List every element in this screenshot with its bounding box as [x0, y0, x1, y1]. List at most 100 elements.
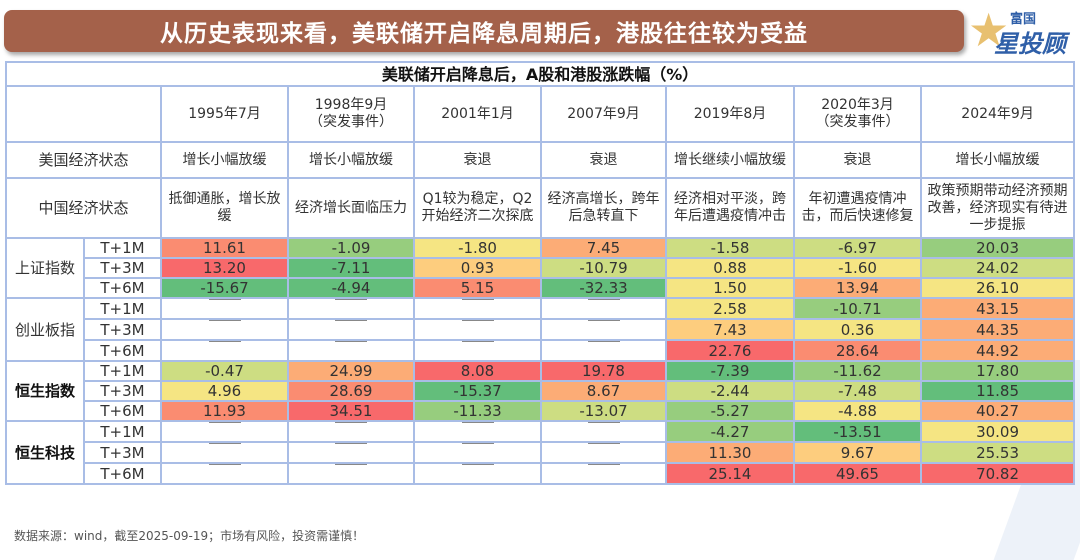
- value-cell: 24.99: [287, 360, 415, 382]
- value-cell: —: [540, 420, 667, 443]
- index-name: 创业板指: [5, 297, 85, 362]
- data-row: T+3M 13.20 -7.11 0.93 -10.79 0.88 -1.60 24.02: [6, 257, 1076, 279]
- value-cell: —: [287, 339, 415, 362]
- state-cell: 年初遭遇疫情冲击，而后快速修复: [793, 177, 922, 239]
- value-cell: —: [540, 462, 667, 485]
- state-cell: 经济相对平淡，跨年后遭遇疫情冲击: [665, 177, 795, 239]
- value-cell: 2.58: [665, 297, 795, 320]
- state-cell: 经济高增长，跨年后急转直下: [540, 177, 667, 239]
- value-cell: —: [413, 318, 542, 341]
- column-header: 1998年9月 （突发事件）: [287, 85, 415, 143]
- period-label: T+3M: [83, 380, 162, 402]
- value-cell: 22.76: [665, 339, 795, 362]
- value-cell: 34.51: [287, 400, 415, 422]
- value-cell: 4.96: [160, 380, 289, 402]
- value-cell: —: [540, 441, 667, 464]
- brand-logo: ★ 富国 星投顾: [968, 3, 1076, 58]
- value-cell: 1.50: [665, 277, 795, 299]
- star-icon: ★: [968, 3, 1010, 57]
- value-cell: —: [413, 441, 542, 464]
- value-cell: 28.69: [287, 380, 415, 402]
- dash-mark: —: [335, 299, 367, 318]
- state-cell: 增长小幅放缓: [160, 141, 289, 179]
- dash-mark: —: [587, 443, 620, 462]
- value-cell: —: [540, 318, 667, 341]
- dash-mark: —: [335, 422, 367, 441]
- period-label: T+1M: [83, 420, 162, 443]
- period-label: T+6M: [83, 339, 162, 362]
- period-label: T+6M: [83, 400, 162, 422]
- value-cell: -1.09: [287, 237, 415, 259]
- state-cell: 抵御通胀，增长放缓: [160, 177, 289, 239]
- period-label: T+3M: [83, 257, 162, 279]
- row-label: 中国经济状态: [5, 177, 162, 239]
- dash-mark: —: [587, 341, 620, 360]
- value-cell: —: [160, 318, 289, 341]
- value-cell: -11.33: [413, 400, 542, 422]
- value-cell: -7.48: [793, 380, 922, 402]
- period-label: T+6M: [83, 462, 162, 485]
- value-cell: 13.94: [793, 277, 922, 299]
- row-label: 美国经济状态: [5, 141, 162, 179]
- value-cell: 25.53: [919, 441, 1076, 464]
- dash-mark: —: [461, 443, 494, 462]
- dash-mark: —: [461, 341, 494, 360]
- value-cell: 11.30: [665, 441, 795, 464]
- period-label: T+1M: [83, 297, 162, 320]
- value-cell: 9.67: [793, 441, 922, 464]
- state-cell: 衰退: [540, 141, 667, 179]
- column-header: 2024年9月: [919, 85, 1076, 143]
- value-cell: 30.09: [919, 420, 1076, 443]
- value-cell: 11.61: [160, 237, 289, 259]
- value-cell: —: [287, 441, 415, 464]
- value-cell: —: [160, 297, 289, 320]
- column-header: 2001年1月: [413, 85, 542, 143]
- dash-mark: —: [335, 341, 367, 360]
- headline-text: 从历史表现来看，美联储开启降息周期后，港股往往较为受益: [160, 21, 808, 47]
- period-label: T+6M: [83, 277, 162, 299]
- value-cell: -15.37: [413, 380, 542, 402]
- period-label: T+1M: [83, 237, 162, 259]
- value-cell: 0.36: [793, 318, 922, 341]
- value-cell: -7.11: [287, 257, 415, 279]
- table-title-row: 美联储开启降息后，A股和港股涨跌幅（%）: [4, 61, 1076, 87]
- state-cell: Q1较为稳定，Q2开始经济二次探底: [413, 177, 542, 239]
- data-row: 恒生指数 T+1M -0.47 24.99 8.08 19.78 -7.39 -11.62 17…: [5, 360, 1076, 422]
- value-cell: 5.15: [413, 277, 542, 299]
- value-cell: 43.15: [919, 297, 1076, 320]
- footer-source: 数据来源：wind，截至2025-09-19；市场有风险，投资需谨慎！: [14, 529, 365, 543]
- dash-mark: —: [335, 464, 367, 483]
- value-cell: —: [160, 420, 289, 443]
- value-cell: 11.85: [919, 380, 1076, 402]
- value-cell: -0.47: [160, 360, 289, 382]
- value-cell: 7.45: [540, 237, 667, 259]
- logo-text-top: 富国: [1010, 12, 1037, 27]
- dash-mark: —: [208, 320, 241, 339]
- state-cell: 衰退: [793, 141, 922, 179]
- value-cell: -10.71: [793, 297, 922, 320]
- dash-mark: —: [461, 464, 494, 483]
- data-row: T+6M -15.67 -4.94 5.15 -32.33 1.50 13.94 26.10: [6, 277, 1076, 299]
- value-cell: 17.80: [919, 360, 1076, 382]
- state-cell: 增长继续小幅放缓: [665, 141, 795, 179]
- value-cell: 0.93: [413, 257, 542, 279]
- value-cell: —: [413, 462, 542, 485]
- table-title: 美联储开启降息后，A股和港股涨跌幅（%）: [4, 61, 1076, 87]
- value-cell: 20.03: [919, 237, 1076, 259]
- value-cell: -1.58: [665, 237, 795, 259]
- dash-mark: —: [335, 443, 367, 462]
- dash-mark: —: [461, 299, 494, 318]
- dash-mark: —: [208, 341, 241, 360]
- value-cell: -4.88: [793, 400, 922, 422]
- index-name: 恒生科技: [5, 420, 85, 485]
- value-cell: 40.27: [919, 400, 1076, 422]
- value-cell: -1.80: [413, 237, 542, 259]
- value-cell: 13.20: [160, 257, 289, 279]
- value-cell: —: [287, 297, 415, 320]
- value-cell: 24.02: [919, 257, 1076, 279]
